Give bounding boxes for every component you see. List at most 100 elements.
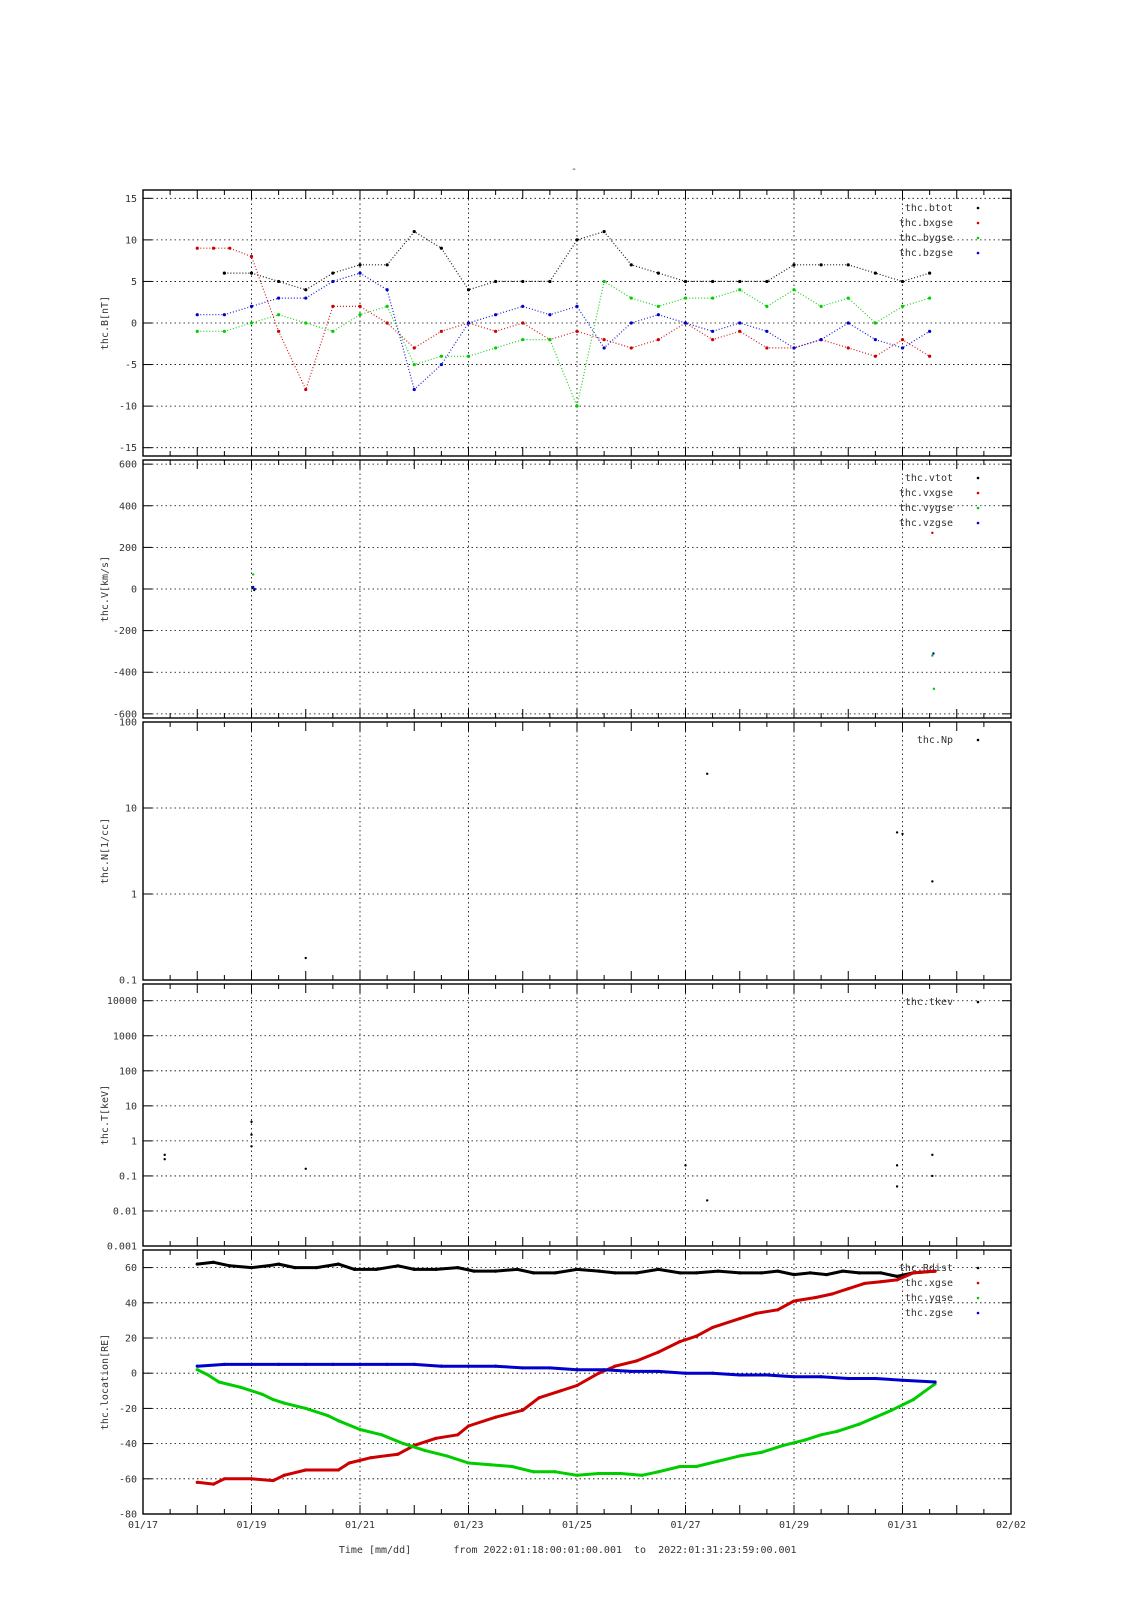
- data-point: [776, 1269, 780, 1273]
- data-point: [640, 1473, 644, 1477]
- data-point: [195, 329, 199, 333]
- data-point: [629, 263, 633, 267]
- data-point: [331, 1362, 335, 1366]
- data-point: [266, 1264, 270, 1268]
- series-line: [196, 1368, 936, 1477]
- data-point: [521, 338, 525, 342]
- legend-label: thc.Rdist: [899, 1263, 953, 1274]
- data-point: [439, 362, 443, 367]
- legend-label: thc.bzgse: [899, 248, 953, 259]
- series-trace: [197, 272, 930, 391]
- data-point: [656, 1267, 660, 1271]
- data-point: [472, 1269, 476, 1273]
- data-point: [228, 1264, 232, 1268]
- data-point: [553, 1470, 557, 1474]
- legend-marker: [976, 491, 980, 495]
- data-point: [656, 1470, 660, 1474]
- data-point: [282, 1473, 286, 1477]
- panel-frame: [142, 1249, 1012, 1515]
- data-point: [401, 1442, 405, 1446]
- data-point: [792, 263, 796, 267]
- data-point: [439, 354, 443, 358]
- series-thc-vygse: [251, 573, 936, 691]
- data-point: [358, 1362, 362, 1366]
- data-point: [253, 587, 256, 591]
- y-axis-label: thc.V[km/s]: [100, 556, 111, 622]
- data-point: [315, 1266, 319, 1270]
- data-point: [521, 1408, 525, 1412]
- legend-marker: [976, 1266, 980, 1270]
- data-point: [857, 1271, 861, 1275]
- data-point: [846, 321, 850, 325]
- data-point: [510, 1464, 514, 1469]
- data-point: [251, 573, 255, 576]
- data-point: [304, 296, 308, 300]
- data-point: [548, 1366, 552, 1370]
- data-point: [835, 1429, 840, 1433]
- y-tick-label: 1000: [113, 1031, 137, 1042]
- data-point: [694, 1464, 698, 1469]
- series-thc-Rdist: [195, 1260, 937, 1278]
- data-point: [163, 1153, 166, 1157]
- legend-marker: [976, 236, 980, 240]
- data-point: [222, 1362, 226, 1366]
- data-point: [738, 1271, 742, 1275]
- y-tick-label: -60: [119, 1474, 137, 1485]
- data-point: [195, 1262, 199, 1266]
- y-axis-label: thc.location[RE]: [100, 1334, 111, 1430]
- data-point: [781, 1443, 785, 1447]
- data-point: [195, 246, 199, 250]
- y-tick-label: 1: [131, 890, 137, 901]
- data-point: [857, 1422, 861, 1426]
- data-point: [434, 1436, 438, 1440]
- data-point: [792, 1375, 796, 1379]
- data-point: [911, 1271, 915, 1275]
- data-point: [249, 1266, 254, 1270]
- y-tick-label: 0.01: [113, 1206, 137, 1217]
- x-tick-label: 01/17: [128, 1520, 158, 1531]
- data-point: [931, 531, 934, 535]
- data-point: [792, 1273, 796, 1277]
- series-thc-vxgse: [931, 531, 934, 535]
- data-point: [678, 1339, 682, 1344]
- data-point: [250, 1145, 253, 1148]
- data-point: [211, 1482, 216, 1486]
- panel-frame: [142, 459, 1012, 719]
- data-point: [706, 772, 709, 775]
- legend-marker: [976, 251, 980, 255]
- time-range-text: from 2022:01:18:00:01:00.001 to 2022:01:…: [453, 1545, 796, 1556]
- panel-frame: [142, 983, 1012, 1247]
- data-point: [494, 1364, 498, 1368]
- y-tick-label: 100: [119, 1066, 137, 1077]
- data-point: [890, 1408, 894, 1412]
- y-axis-label: thc.T[keV]: [100, 1085, 111, 1145]
- data-point: [423, 1449, 427, 1453]
- data-point: [532, 1271, 536, 1275]
- y-tick-label: -400: [113, 668, 137, 679]
- data-point: [932, 687, 936, 691]
- legend-label: thc.bxgse: [899, 218, 953, 229]
- data-point: [250, 1120, 253, 1124]
- series-thc-xgse: [195, 1269, 937, 1486]
- series-line: [197, 1362, 936, 1384]
- data-point: [347, 1461, 351, 1465]
- y-tick-label: 0: [131, 585, 137, 596]
- data-point: [879, 1280, 883, 1284]
- y-tick-label: 10: [125, 235, 137, 246]
- data-point: [369, 1456, 373, 1460]
- legend-label: thc.vtot: [905, 473, 953, 484]
- data-point: [931, 1153, 934, 1157]
- x-tick-label: 01/31: [887, 1520, 917, 1531]
- y-tick-label: -200: [113, 626, 137, 637]
- data-point: [439, 1364, 443, 1368]
- legend-marker: [976, 1281, 980, 1285]
- data-point: [819, 1375, 823, 1379]
- y-tick-label: 1: [131, 1136, 137, 1147]
- data-point: [895, 1274, 899, 1278]
- data-point: [293, 1266, 297, 1270]
- data-point: [814, 1295, 818, 1300]
- data-point: [575, 1473, 579, 1477]
- data-point: [195, 1480, 199, 1484]
- legend-label: thc.vxgse: [899, 488, 953, 499]
